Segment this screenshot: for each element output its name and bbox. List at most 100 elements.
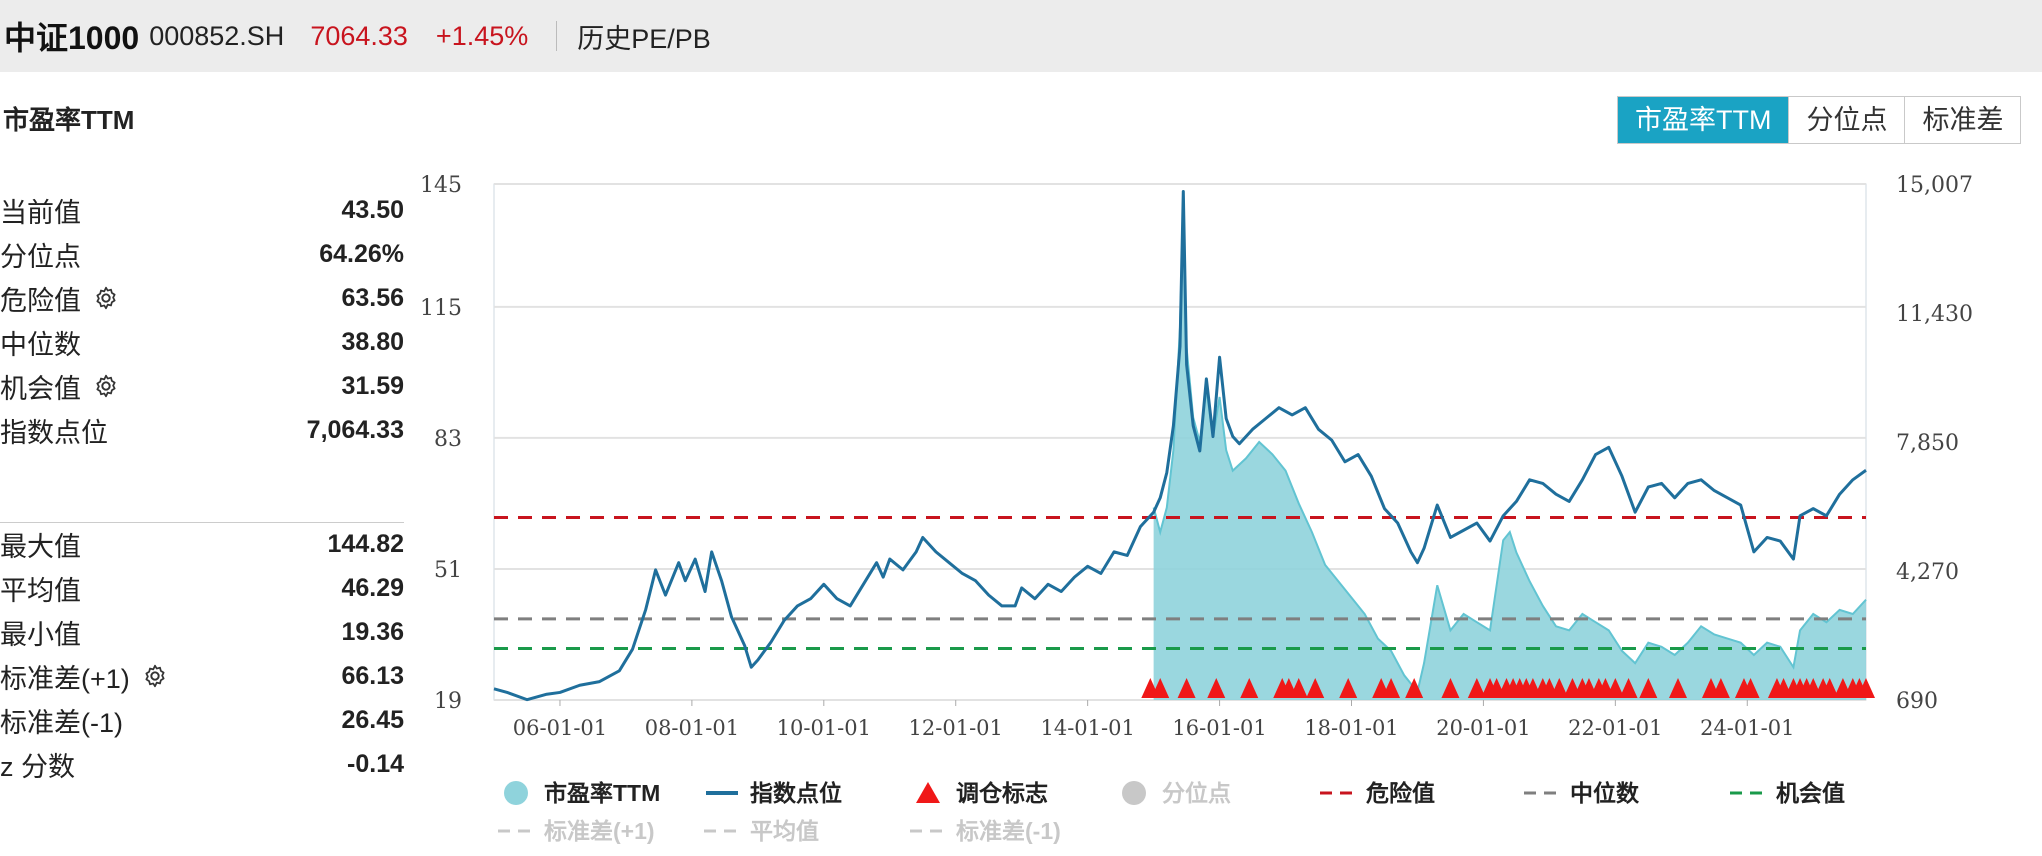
rebalance-marker bbox=[1606, 678, 1625, 698]
metric-tabs: 市盈率TTM 分位点 标准差 bbox=[1617, 96, 2022, 144]
stat-label: 最小值 bbox=[0, 613, 81, 652]
tab-std-dev[interactable]: 标准差 bbox=[1904, 97, 2021, 143]
stat-value: 31.59 bbox=[341, 371, 404, 400]
header-bar: 中证1000 000852.SH 7064.33 +1.45% 历史PE/PB bbox=[0, 0, 2042, 72]
stat-value: 19.36 bbox=[341, 617, 404, 646]
x-axis-tick-label: 10-01-01 bbox=[777, 716, 871, 740]
stat-label: 机会值 bbox=[0, 367, 119, 406]
index-name: 中证1000 bbox=[4, 20, 140, 56]
stat-row: 最小值 19.36 bbox=[0, 612, 404, 652]
stat-label-text: 标准差(-1) bbox=[0, 707, 123, 738]
x-axis-tick-label: 24-01-01 bbox=[1700, 716, 1794, 740]
legend-circle-icon bbox=[504, 781, 528, 805]
legend-item[interactable]: 中位数 bbox=[1524, 780, 1640, 806]
stat-label-text: 最大值 bbox=[0, 531, 81, 562]
stat-label: 危险值 bbox=[0, 279, 119, 318]
stat-row: z 分数 -0.14 bbox=[0, 744, 404, 784]
stat-value: 64.26% bbox=[319, 239, 404, 268]
rebalance-marker bbox=[1820, 678, 1839, 698]
right-axis-tick: 690 bbox=[1896, 689, 1938, 714]
stat-label: 当前值 bbox=[0, 191, 81, 230]
stats-divider bbox=[0, 522, 404, 523]
stat-label-text: 最小值 bbox=[0, 619, 81, 650]
x-axis-tick-label: 16-01-01 bbox=[1172, 716, 1266, 740]
rebalance-marker bbox=[1405, 678, 1424, 698]
stat-row: 平均值 46.29 bbox=[0, 568, 404, 608]
legend-label: 市盈率TTM bbox=[544, 780, 660, 806]
legend-item[interactable]: 分位点 bbox=[1122, 780, 1231, 806]
gear-icon[interactable] bbox=[93, 285, 119, 311]
stat-row: 分位点 64.26% bbox=[0, 234, 404, 274]
legend-item[interactable]: 标准差(+1) bbox=[498, 818, 655, 844]
legend-item[interactable]: 指数点位 bbox=[706, 780, 842, 806]
rebalance-marker bbox=[1240, 678, 1259, 698]
legend-circle-icon bbox=[1122, 781, 1146, 805]
legend-triangle-icon bbox=[916, 782, 940, 803]
index-line bbox=[493, 189, 1867, 702]
legend-label: 机会值 bbox=[1776, 780, 1845, 806]
rebalance-marker bbox=[1741, 678, 1760, 698]
stat-label: 指数点位 bbox=[0, 411, 108, 450]
x-axis-tick-label: 20-01-01 bbox=[1436, 716, 1530, 740]
stat-value: 63.56 bbox=[341, 283, 404, 312]
legend-label: 危险值 bbox=[1366, 780, 1435, 806]
tab-pe-ttm[interactable]: 市盈率TTM bbox=[1618, 97, 1789, 143]
legend-label: 调仓标志 bbox=[956, 780, 1048, 806]
stat-label-text: 中位数 bbox=[0, 329, 81, 360]
rebalance-marker bbox=[1306, 678, 1325, 698]
legend-label: 指数点位 bbox=[750, 780, 842, 806]
x-axis-tick-label: 14-01-01 bbox=[1040, 716, 1134, 740]
rebalance-marker bbox=[1639, 678, 1658, 698]
left-axis-tick: 51 bbox=[434, 558, 462, 583]
stat-row: 标准差(+1) 66.13 bbox=[0, 656, 404, 696]
legend-label: 分位点 bbox=[1162, 780, 1231, 806]
rebalance-marker bbox=[1619, 678, 1638, 698]
index-change-pct: +1.45% bbox=[435, 20, 529, 51]
right-axis-tick: 15,007 bbox=[1896, 173, 1973, 198]
stat-label: 分位点 bbox=[0, 235, 81, 274]
tab-percentile[interactable]: 分位点 bbox=[1788, 97, 1905, 143]
legend-item[interactable]: 平均值 bbox=[704, 818, 819, 844]
legend-item[interactable]: 机会值 bbox=[1730, 780, 1845, 806]
stat-label-text: z 分数 bbox=[0, 751, 76, 782]
section-title: 市盈率TTM bbox=[3, 105, 135, 135]
stat-value: 26.45 bbox=[341, 705, 404, 734]
gear-icon[interactable] bbox=[142, 663, 168, 689]
stat-row: 危险值 63.56 bbox=[0, 278, 404, 318]
stat-row: 中位数 38.80 bbox=[0, 322, 404, 362]
right-axis-tick: 4,270 bbox=[1896, 560, 1959, 585]
legend-item[interactable]: 危险值 bbox=[1320, 780, 1435, 806]
x-axis-tick-label: 06-01-01 bbox=[513, 716, 607, 740]
stat-value: 38.80 bbox=[341, 327, 404, 356]
stat-label-text: 分位点 bbox=[0, 241, 81, 272]
stat-label: 标准差(-1) bbox=[0, 701, 123, 740]
rebalance-marker bbox=[1207, 678, 1226, 698]
rebalance-marker bbox=[1857, 678, 1875, 698]
stat-row: 机会值 31.59 bbox=[0, 366, 404, 406]
x-axis-tick-label: 18-01-01 bbox=[1304, 716, 1398, 740]
rebalance-marker bbox=[1382, 678, 1401, 698]
right-axis-tick: 11,430 bbox=[1896, 302, 1973, 327]
gear-icon[interactable] bbox=[93, 373, 119, 399]
x-axis-tick-label: 12-01-01 bbox=[909, 716, 1003, 740]
stat-label-text: 当前值 bbox=[0, 197, 81, 228]
rebalance-marker bbox=[1711, 678, 1730, 698]
stat-value: 46.29 bbox=[341, 573, 404, 602]
legend-item[interactable]: 市盈率TTM bbox=[504, 780, 660, 806]
rebalance-marker bbox=[1151, 678, 1170, 698]
rebalance-marker bbox=[1550, 678, 1569, 698]
stat-value: 66.13 bbox=[341, 661, 404, 690]
x-axis-tick-label: 08-01-01 bbox=[645, 716, 739, 740]
left-axis-tick: 145 bbox=[420, 173, 462, 198]
stat-row: 标准差(-1) 26.45 bbox=[0, 700, 404, 740]
stat-label: 标准差(+1) bbox=[0, 657, 168, 696]
stat-row: 当前值 43.50 bbox=[0, 190, 404, 230]
stat-value: -0.14 bbox=[347, 749, 404, 778]
legend-item[interactable]: 标准差(-1) bbox=[910, 818, 1061, 844]
left-axis-tick: 19 bbox=[434, 689, 462, 714]
page-subtitle: 历史PE/PB bbox=[577, 23, 711, 54]
rebalance-marker bbox=[1467, 678, 1486, 698]
legend-item[interactable]: 调仓标志 bbox=[916, 780, 1048, 806]
right-axis-tick: 7,850 bbox=[1896, 431, 1959, 456]
pe-chart: 145 115 83 51 19 15,007 11,430 7,850 4,270 690 06-… bbox=[420, 173, 1973, 844]
